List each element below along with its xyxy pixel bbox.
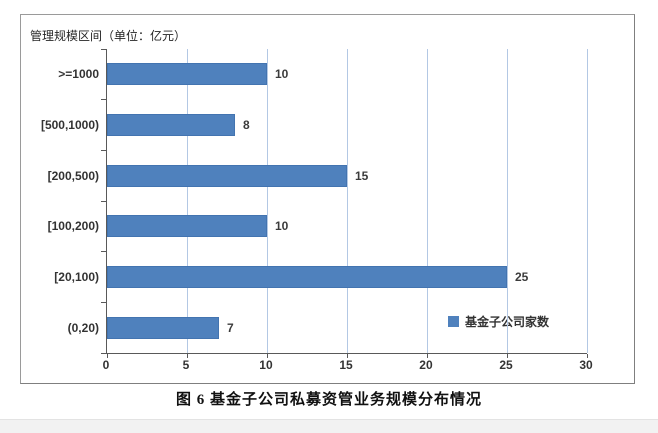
bar-value-label: 8 [243, 118, 250, 132]
x-tick-label: 10 [259, 358, 273, 372]
chart-title: 管理规模区间（单位：亿元） [30, 29, 187, 43]
bar-value-label: 10 [274, 219, 289, 234]
y-tick-mark [101, 48, 106, 50]
y-tick-mark [101, 352, 106, 354]
gridline [347, 49, 348, 353]
x-axis-tick-labels: 0 5 10 15 20 25 30 [102, 358, 593, 374]
category-label: [20,100) [54, 270, 99, 284]
x-tick-mark [107, 354, 108, 358]
x-tick-mark [587, 354, 588, 358]
bar [107, 316, 219, 339]
bar-value-label: 15 [355, 168, 369, 183]
x-tick-mark [347, 354, 348, 358]
y-tick-mark [101, 200, 106, 202]
bar-value-label: 7 [227, 320, 234, 335]
category-label: [200,500) [47, 168, 99, 183]
x-tick-label: 25 [499, 358, 513, 372]
x-tick-label: 30 [579, 358, 593, 372]
x-tick-mark [507, 354, 508, 358]
gridline [587, 49, 588, 353]
category-label: [500,1000) [40, 118, 99, 132]
bar-row: 10 [107, 63, 587, 86]
bar-row: 8 [107, 114, 587, 136]
figure-caption: 图 6 基金子公司私募资管业务规模分布情况 [175, 392, 482, 408]
category-label: [100,200) [47, 219, 99, 234]
x-tick-label: 20 [419, 358, 433, 372]
y-tick-mark [101, 149, 106, 151]
gridline [186, 49, 188, 353]
x-tick-mark [426, 354, 428, 358]
bar-value-label: 25 [515, 270, 529, 284]
page-edge-strip [0, 419, 658, 433]
bar [107, 63, 267, 86]
bar [107, 266, 507, 288]
gridline [426, 49, 428, 353]
x-tick-label: 5 [182, 358, 190, 372]
y-tick-mark [101, 251, 106, 253]
gridline [507, 49, 508, 353]
bar-row: 25 [107, 266, 587, 288]
bar-value-label: 10 [274, 67, 289, 82]
bar-row: 7 [107, 316, 587, 339]
x-tick-mark [186, 354, 188, 358]
bar [107, 215, 267, 238]
gridline [266, 49, 268, 353]
bar-row: 10 [107, 215, 587, 238]
x-tick-label: 15 [339, 358, 353, 372]
chart-frame: 管理规模区间（单位：亿元） >=1000 [500,1000) [200,500) [… [20, 14, 635, 384]
x-tick-label: 0 [102, 358, 110, 372]
category-label: (0,20) [67, 320, 99, 335]
y-tick-mark [101, 301, 106, 303]
y-axis-category-labels: >=1000 [500,1000) [200,500) [100,200) [20,10… [21, 49, 99, 353]
bar [107, 114, 235, 136]
y-tick-mark [101, 99, 106, 101]
legend-series-marker-icon [448, 316, 459, 327]
bar [107, 164, 347, 187]
x-tick-mark [266, 354, 268, 358]
category-label: >=1000 [58, 67, 99, 82]
bar-row: 15 [107, 164, 587, 187]
